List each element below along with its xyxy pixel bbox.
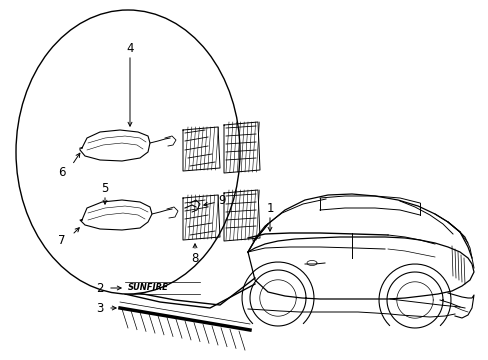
Text: 3: 3	[96, 302, 103, 315]
Text: 4: 4	[126, 41, 134, 54]
Text: 9: 9	[218, 194, 225, 207]
Text: 5: 5	[101, 181, 108, 194]
Text: SUNFIRE: SUNFIRE	[128, 284, 168, 292]
Text: 8: 8	[191, 252, 198, 265]
Text: 1: 1	[265, 202, 273, 215]
Polygon shape	[80, 200, 152, 230]
Polygon shape	[80, 130, 150, 161]
Text: 7: 7	[58, 234, 65, 247]
Text: 6: 6	[58, 166, 65, 179]
Ellipse shape	[16, 10, 240, 294]
Text: 2: 2	[96, 282, 103, 294]
